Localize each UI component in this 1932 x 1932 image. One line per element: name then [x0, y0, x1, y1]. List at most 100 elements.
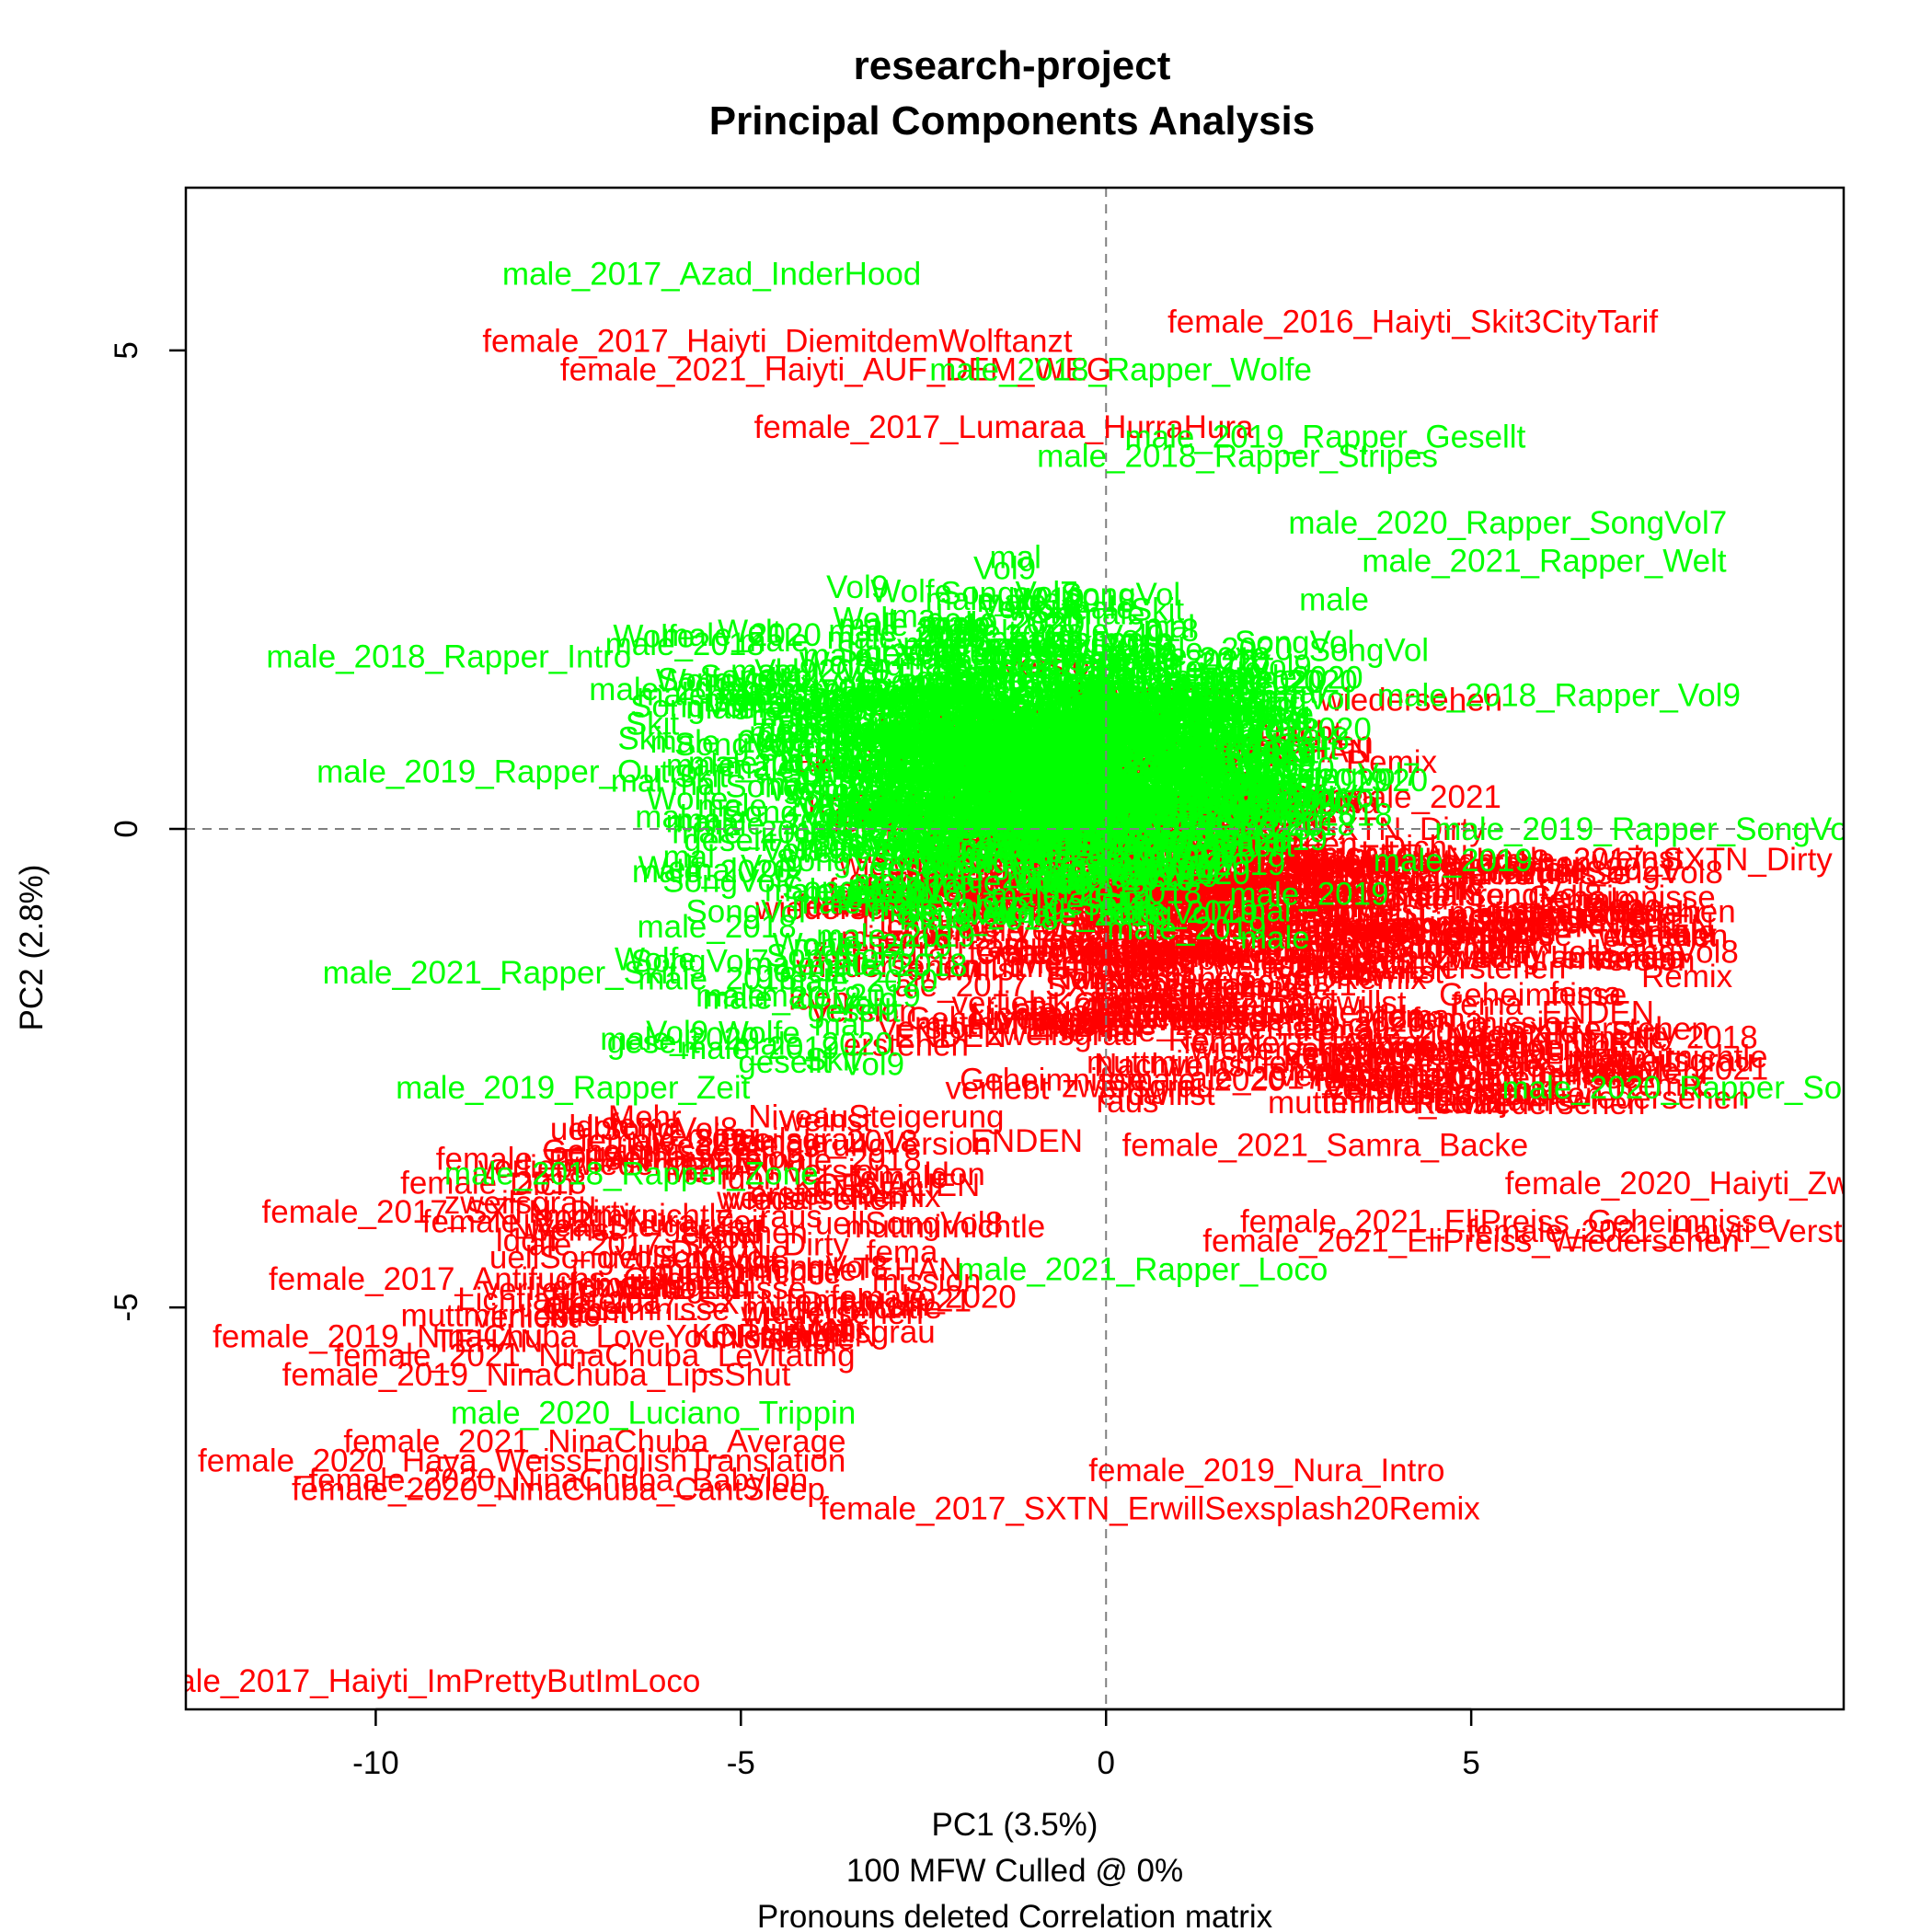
cloud-label: TEHAN [853, 1252, 962, 1288]
y-tick-label: -5 [109, 1294, 144, 1322]
cloud-label: Remix [1641, 959, 1733, 995]
cloud-label: Version [784, 1154, 891, 1190]
cloud-label: KORNALIEN [971, 890, 1156, 926]
cloud-label: female_2021 [1061, 1006, 1247, 1042]
cloud-label: Skit [1156, 726, 1211, 762]
cloud-label: erdwillst [1014, 857, 1131, 893]
cloud-label: mission [1313, 914, 1422, 949]
cloud-label: erstehen [1108, 984, 1233, 1020]
y-tick-label: 5 [109, 341, 144, 359]
cloud-label: ale_2017_SXTN_Dirty [1512, 842, 1834, 878]
cloud-label: Geheimnisse [542, 1292, 730, 1328]
cloud-label: erstehen [1583, 1011, 1708, 1047]
cloud-label: male_2020 [989, 651, 1148, 687]
cloud-label: SongVol [1039, 769, 1158, 805]
cloud-label: erstehen [1121, 938, 1246, 974]
cloud-label: gesellt [1063, 718, 1156, 753]
cloud-label: ale_2017_SXTN_Dirty [529, 1226, 850, 1262]
cloud-label: wiedersehen [1408, 845, 1591, 881]
cloud-label: mission [1299, 880, 1409, 916]
cloud-label: SongVol7 [1097, 895, 1235, 931]
cloud-label: male_2020 [958, 804, 1117, 840]
cloud-label: raus [1289, 941, 1351, 977]
cloud-label: weinst [1012, 877, 1104, 913]
overplotted-label-cloud: femalfemalweinstfemale_2020femauellSongV… [400, 540, 1833, 1360]
cloud-label: male_2018 [637, 909, 796, 945]
cloud-label: Wolfe [981, 770, 1063, 806]
cloud-label: Vol9 [841, 655, 903, 691]
cloud-label: Vol9 [1248, 710, 1310, 746]
cloud-label: SongVol [842, 709, 961, 745]
male-point-label: male_2021_Rapper_Loco [957, 1252, 1328, 1288]
cloud-label: uellSongVol8 [856, 834, 1043, 870]
cloud-label: Vol9 [834, 986, 897, 1022]
cloud-label: uellSongVol8 [1083, 894, 1271, 930]
cloud-label: Geheimnisse [906, 1001, 1094, 1037]
cloud-label: Mehr [1571, 1046, 1645, 1082]
cloud-label: erdwillst [1179, 909, 1296, 945]
cloud-label: verliebt [478, 1149, 582, 1185]
cloud-label: fema [1550, 975, 1622, 1011]
male-point-label: male_2019_Rapper_Zeit [396, 1070, 751, 1106]
cloud-label: erstehen [1004, 805, 1129, 841]
cloud-label: female [1342, 863, 1439, 899]
cloud-label: Nacht [1445, 1018, 1530, 1053]
cloud-label: TEHAN [1006, 1012, 1115, 1048]
cloud-label: NiveauSteigerung [748, 1099, 1004, 1135]
cloud-label: female_2018 [1363, 844, 1549, 880]
cloud-label: fema [1489, 1071, 1560, 1107]
cloud-label: Welt [991, 800, 1055, 836]
cloud-label: Lichtjahre [1365, 878, 1505, 914]
cloud-label: Vol9 [986, 827, 1049, 863]
cloud-label: Geheimnisse [975, 933, 1163, 969]
cloud-label: ENDEN [1080, 792, 1193, 828]
cloud-label: mal [1183, 739, 1235, 775]
cloud-label: Dich [670, 1234, 734, 1270]
chart-subtitle: Principal Components Analysis [709, 98, 1316, 144]
cloud-label: zweilsgrau [1088, 904, 1240, 940]
x-tick-label: -5 [727, 1745, 755, 1781]
cloud-label: female_2021 [1071, 832, 1257, 868]
cloud-label: Vol9 [1094, 781, 1156, 817]
caption-line-2: Pronouns deleted Correlation matrix [757, 1899, 1273, 1932]
cloud-label: male_2019 [949, 725, 1108, 761]
cloud-label: wiedersehen [892, 847, 1075, 883]
cloud-label: femal [1036, 822, 1115, 857]
cloud-label: male_2019 [1064, 701, 1224, 737]
cloud-label: female_2018 [927, 913, 1113, 949]
cloud-label: Skit [1246, 685, 1300, 721]
cloud-label: raus [1142, 709, 1204, 745]
cloud-label: wiedersehen [1068, 960, 1251, 996]
cloud-label: male [1075, 595, 1145, 631]
cloud-label: erstehen [1603, 918, 1728, 954]
cloud-label: Dich [1310, 1043, 1374, 1079]
cloud-label: wiedersehen [1052, 677, 1235, 713]
cloud-label: Lichtjahre [1323, 928, 1463, 964]
cloud-label: fema [568, 1267, 639, 1303]
cloud-label: weinst [1162, 1048, 1254, 1084]
cloud-label: TEHAN [1239, 894, 1349, 930]
cloud-label: ENDEN [1441, 926, 1554, 961]
cloud-label: Wolfe [880, 727, 962, 763]
cloud-label: SongVol7 [1015, 670, 1153, 706]
cloud-label: SongVol7 [940, 575, 1078, 611]
cloud-label: SongVol [1156, 736, 1276, 772]
cloud-label: Remix [1346, 744, 1438, 780]
cloud-label: Wolfe [1000, 832, 1082, 868]
cloud-label: Lichtjahre [1384, 843, 1524, 879]
cloud-label: weinst [1250, 894, 1342, 930]
cloud-label: male_2020 [1002, 841, 1161, 877]
cloud-label: male_2020 [1053, 736, 1213, 772]
cloud-label: male_2019 [1037, 730, 1196, 766]
cloud-label: mal [961, 724, 1013, 760]
cloud-label: KORNALIEN [1446, 903, 1632, 938]
cloud-label: female_2021 [1582, 1052, 1768, 1087]
cloud-label: Vol9 [1098, 773, 1160, 809]
cloud-label: raus [1022, 836, 1085, 872]
cloud-label: erstehen [1232, 826, 1357, 862]
cloud-label: mal [1022, 670, 1074, 706]
cloud-label: wiedersehen [1105, 819, 1288, 855]
cloud-label: female_2020 [1086, 793, 1271, 829]
cloud-label: zweilsgrau [1413, 1032, 1565, 1068]
